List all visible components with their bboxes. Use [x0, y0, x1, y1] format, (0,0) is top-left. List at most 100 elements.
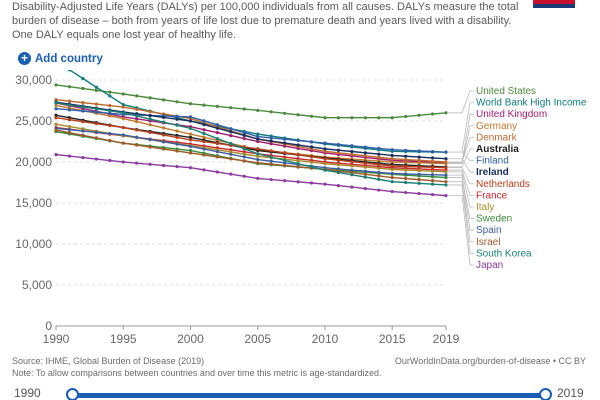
- data-point: [188, 115, 193, 119]
- data-point: [161, 140, 166, 144]
- data-point: [309, 181, 314, 185]
- data-point: [323, 147, 327, 151]
- data-point: [94, 107, 98, 111]
- series-united-states[interactable]: [54, 83, 448, 120]
- data-point: [121, 141, 125, 145]
- data-point: [188, 148, 193, 153]
- data-point: [363, 186, 367, 191]
- y-tick-label: 15,000: [15, 196, 52, 210]
- legend-label[interactable]: United States: [476, 86, 536, 97]
- series-line[interactable]: [55, 129, 447, 183]
- add-country-button[interactable]: + Add country: [18, 52, 103, 65]
- series-line[interactable]: [55, 108, 447, 153]
- timeline[interactable]: 1990 2019: [0, 386, 600, 400]
- legend-label[interactable]: United Kingdom: [476, 109, 547, 120]
- data-point: [377, 170, 381, 174]
- data-point: [377, 177, 381, 181]
- data-point: [215, 150, 219, 154]
- data-point: [121, 105, 125, 109]
- data-point: [363, 116, 367, 120]
- legend-label[interactable]: Japan: [476, 260, 503, 271]
- data-point: [188, 135, 193, 139]
- data-point: [390, 148, 394, 152]
- data-point: [417, 178, 421, 182]
- data-point: [67, 103, 72, 107]
- series-line[interactable]: [55, 84, 447, 119]
- credit-link[interactable]: OurWorldInData.org/burden-of-disease • C…: [394, 356, 586, 366]
- data-point: [188, 119, 193, 123]
- data-point: [161, 120, 166, 124]
- series-line[interactable]: [55, 101, 447, 160]
- data-point: [269, 177, 273, 182]
- data-point: [350, 144, 354, 148]
- data-point: [135, 143, 139, 147]
- data-point: [135, 94, 139, 98]
- legend-label[interactable]: Denmark: [476, 132, 518, 143]
- data-point: [430, 112, 435, 116]
- data-point: [121, 116, 125, 121]
- data-point: [108, 138, 112, 143]
- legend-label[interactable]: South Korea: [476, 248, 532, 259]
- legend-label[interactable]: Germany: [476, 121, 517, 132]
- data-point: [430, 179, 435, 183]
- series-line[interactable]: [56, 70, 447, 153]
- legend-label[interactable]: Ireland: [476, 167, 509, 178]
- data-point: [404, 172, 408, 176]
- data-point: [309, 114, 314, 118]
- data-point: [444, 150, 448, 154]
- legend-label[interactable]: Finland: [476, 156, 509, 167]
- series-line[interactable]: [55, 127, 447, 176]
- series-japan[interactable]: [54, 153, 448, 198]
- data-point: [269, 136, 273, 140]
- data-point: [67, 124, 72, 129]
- y-tick-label: 30,000: [15, 73, 52, 87]
- series-finland[interactable]: [54, 107, 448, 154]
- timeline-end-handle[interactable]: [539, 388, 552, 400]
- legend-connector: [448, 171, 474, 208]
- data-point: [242, 107, 246, 111]
- data-point: [430, 159, 435, 163]
- legend-label[interactable]: France: [476, 190, 508, 201]
- data-point: [202, 123, 206, 127]
- data-point: [444, 175, 448, 180]
- series-south-korea[interactable]: [54, 101, 448, 187]
- series-line[interactable]: [55, 153, 447, 197]
- x-tick-label: 2015: [379, 332, 406, 346]
- legend-label[interactable]: Sweden: [476, 214, 512, 225]
- timeline-track[interactable]: [72, 393, 546, 398]
- data-point: [81, 133, 85, 137]
- data-point: [108, 132, 112, 136]
- data-point: [135, 135, 139, 139]
- data-point: [256, 157, 260, 162]
- data-point: [67, 131, 72, 135]
- data-point: [417, 161, 421, 165]
- data-point: [67, 99, 72, 103]
- data-point: [363, 175, 367, 179]
- data-point: [148, 123, 152, 127]
- data-point: [175, 142, 179, 146]
- series-denmark[interactable]: [54, 98, 448, 164]
- series-israel[interactable]: [54, 128, 448, 184]
- data-point: [350, 149, 354, 154]
- data-point: [81, 86, 85, 91]
- legend-label[interactable]: Australia: [476, 144, 519, 155]
- data-point: [404, 148, 408, 152]
- legend-label[interactable]: Spain: [476, 225, 502, 236]
- data-point: [296, 165, 300, 169]
- timeline-start-handle[interactable]: [66, 388, 79, 400]
- data-point: [135, 128, 139, 132]
- legend-label[interactable]: Netherlands: [476, 179, 530, 190]
- series-line[interactable]: [55, 102, 447, 186]
- legend-label[interactable]: Israel: [476, 237, 500, 248]
- series-line[interactable]: [55, 102, 447, 164]
- legend-connector: [448, 195, 474, 266]
- data-point: [377, 155, 381, 159]
- data-point: [175, 123, 179, 127]
- legend-connector: [448, 169, 474, 196]
- data-point: [94, 136, 98, 140]
- legend-label[interactable]: World Bank High Income: [476, 98, 587, 109]
- legend-connector: [448, 158, 474, 173]
- series-line[interactable]: [55, 117, 447, 169]
- data-point: [188, 102, 193, 106]
- legend-label[interactable]: Italy: [476, 202, 494, 213]
